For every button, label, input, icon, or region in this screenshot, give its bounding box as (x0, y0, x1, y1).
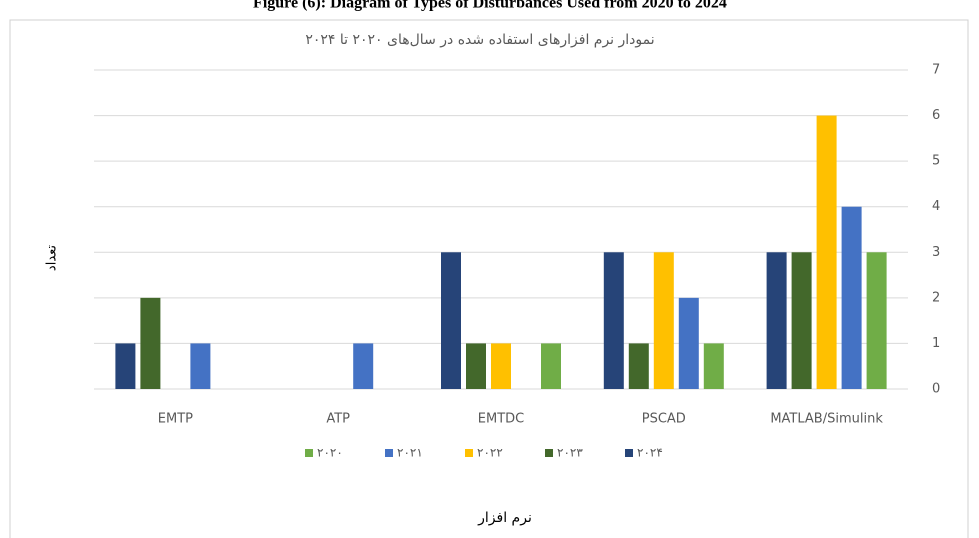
y-tick-label: 0 (932, 382, 940, 397)
y-tick-label: 2 (932, 290, 940, 305)
y-tick-label: 6 (932, 108, 940, 123)
x-tick-label: EMTDC (478, 412, 524, 427)
y-tick-label: 5 (932, 154, 940, 169)
chart-title: نمودار نرم افزارهای استفاده شده در سال‌ه… (305, 32, 654, 48)
bar (678, 297, 699, 389)
legend-swatch (545, 449, 553, 457)
y-axis-label: تعداد (45, 245, 60, 271)
bar (703, 343, 724, 389)
legend-swatch (625, 449, 633, 457)
bar (353, 343, 374, 389)
legend-label: ۲۰۲۲ (477, 446, 503, 460)
legend-swatch (465, 449, 473, 457)
legend-label: ۲۰۲۴ (637, 446, 663, 460)
legend-swatch (305, 449, 313, 457)
y-tick-label: 1 (932, 336, 940, 351)
bar (628, 343, 649, 389)
bar (190, 343, 211, 389)
y-tick-label: 4 (932, 199, 940, 214)
x-tick-label: EMTP (158, 412, 193, 427)
legend-label: ۲۰۲۳ (557, 446, 583, 460)
bar (766, 252, 787, 389)
bar (541, 343, 561, 389)
legend-label: ۲۰۲۰ (317, 446, 343, 460)
y-tick-label: 7 (932, 63, 940, 78)
bar (816, 115, 837, 390)
bar (791, 252, 812, 389)
x-tick-label: PSCAD (642, 412, 686, 427)
bar (603, 252, 624, 389)
legend-label: ۲۰۲۱ (397, 446, 423, 460)
bar (841, 206, 862, 389)
legend-swatch (385, 449, 393, 457)
x-tick-label: MATLAB/Simulink (770, 412, 883, 427)
bar (466, 343, 486, 389)
bar (115, 343, 136, 389)
x-axis-label: نرم افزار (477, 510, 532, 526)
y-tick-label: 3 (932, 245, 940, 260)
bar (491, 343, 511, 389)
bar (653, 252, 674, 389)
bar (140, 297, 161, 389)
bar (866, 252, 887, 389)
x-tick-label: ATP (326, 412, 350, 427)
figure-caption: Figure (6): Diagram of Types of Disturba… (253, 0, 727, 12)
bar (441, 252, 461, 389)
